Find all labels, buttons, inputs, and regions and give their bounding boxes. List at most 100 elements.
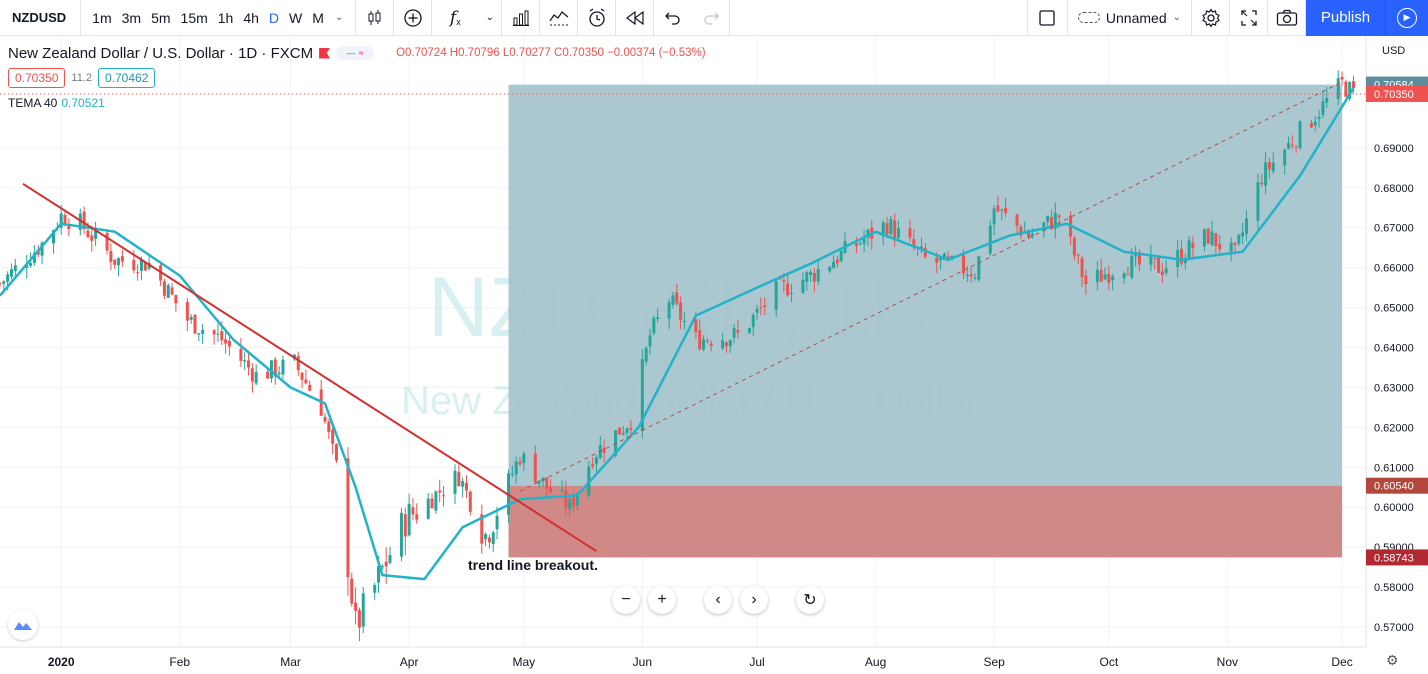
- time-tick-label: Feb: [169, 655, 190, 669]
- price-tick-label: 0.67000: [1374, 223, 1414, 235]
- candle-body: [858, 243, 862, 245]
- long-position[interactable]: [508, 84, 1343, 558]
- candles-icon[interactable]: [356, 0, 395, 36]
- candle-body: [522, 453, 526, 464]
- layout-name: Unnamed: [1105, 9, 1167, 26]
- time-axis[interactable]: 2020 Feb Mar Apr May Jun Jul Aug Sep Oct Nov Dec: [0, 646, 1366, 674]
- interval-1h[interactable]: 1h: [217, 9, 234, 26]
- chevron-down-icon[interactable]: ⌄: [334, 12, 344, 23]
- tradingview-logo-icon[interactable]: [8, 610, 38, 640]
- candle-body: [950, 256, 954, 258]
- gear-icon[interactable]: ⚙: [1386, 652, 1399, 668]
- redo-icon[interactable]: [692, 0, 731, 36]
- candle-body: [1241, 232, 1245, 237]
- replay-icon[interactable]: [616, 0, 655, 36]
- candle-body: [908, 228, 912, 238]
- chart-navigation: − + ‹ › ↻: [612, 586, 824, 614]
- candle-body: [415, 514, 419, 520]
- price-tick-label: 0.69000: [1374, 143, 1414, 155]
- financials-icon[interactable]: [502, 0, 541, 36]
- chevron-down-icon[interactable]: ⌄: [478, 0, 503, 36]
- candle-body: [32, 252, 36, 263]
- candle-body: [1153, 258, 1157, 260]
- candle-body: [805, 272, 809, 282]
- interval-5m[interactable]: 5m: [151, 9, 171, 26]
- stop-zone[interactable]: [508, 485, 1343, 558]
- candle-body: [82, 211, 86, 230]
- candle-body: [621, 432, 625, 435]
- candle-body: [1348, 82, 1352, 99]
- tema-line: [0, 87, 1355, 581]
- candle-body: [59, 213, 63, 228]
- camera-icon[interactable]: [1268, 0, 1306, 36]
- layout-menu[interactable]: Unnamed ⌄: [1068, 0, 1192, 36]
- symbol-title: New Zealand Dollar / U.S. Dollar · 1D · …: [8, 44, 314, 62]
- interval-15m[interactable]: 15m: [180, 9, 208, 26]
- legend-toggle-icon[interactable]: — ≈: [336, 46, 375, 60]
- candle-body: [484, 534, 488, 540]
- drawings: trend line breakout.: [0, 81, 1366, 573]
- candle-body: [510, 473, 514, 475]
- indicator-name: TEMA 40: [8, 96, 58, 110]
- price-axis[interactable]: 0.69000 0.68000 0.67000 0.66000 0.65000 0.640…: [1365, 36, 1428, 674]
- time-tick-label: Oct: [1099, 655, 1118, 669]
- candle-body: [839, 250, 843, 262]
- candle-body: [881, 222, 885, 237]
- scroll-left-button[interactable]: ‹: [704, 586, 732, 614]
- interval-w[interactable]: W: [289, 9, 303, 26]
- candle-body: [1122, 273, 1126, 279]
- candle-body: [1084, 275, 1088, 285]
- interval-4h[interactable]: 4h: [243, 9, 259, 26]
- candle-body: [629, 428, 633, 430]
- candle-body: [227, 340, 231, 347]
- interval-m[interactable]: M: [312, 9, 324, 26]
- buy-button[interactable]: 0.70462: [97, 68, 156, 88]
- alert-clock-icon[interactable]: [578, 0, 617, 36]
- symbol-search[interactable]: NZDUSD: [0, 0, 82, 36]
- compare-add-icon[interactable]: [394, 0, 433, 36]
- zoom-in-button[interactable]: +: [648, 586, 676, 614]
- candle-body: [6, 274, 10, 282]
- candle-body: [1027, 232, 1031, 238]
- zoom-out-button[interactable]: −: [612, 586, 640, 614]
- interval-1m[interactable]: 1m: [92, 9, 112, 26]
- price-tick-label: 0.62000: [1374, 422, 1414, 434]
- interval-3m[interactable]: 3m: [121, 9, 142, 26]
- candle-body: [774, 280, 778, 310]
- candle-body: [113, 259, 117, 265]
- currency-label[interactable]: USD: [1382, 45, 1406, 57]
- publish-menu-button[interactable]: ▶: [1386, 0, 1428, 36]
- candle-body: [575, 493, 579, 506]
- gear-icon[interactable]: [1192, 0, 1230, 36]
- price-label: 0.70350: [1374, 89, 1414, 101]
- sell-button[interactable]: 0.70350: [8, 68, 66, 88]
- price-chart[interactable]: NZDUSD, 1DNew Zealand Dollar / U.S. Doll…: [0, 36, 1428, 674]
- candle-body: [361, 593, 365, 627]
- candle-body: [296, 356, 300, 371]
- price-label: 0.58743: [1374, 552, 1414, 564]
- reset-chart-button[interactable]: ↻: [796, 586, 824, 614]
- candle-body: [120, 256, 124, 262]
- candle-body: [594, 457, 598, 464]
- chart-legend: New Zealand Dollar / U.S. Dollar · 1D · …: [8, 44, 706, 110]
- trend-line[interactable]: [22, 182, 598, 553]
- candle-body: [992, 208, 996, 225]
- flag-icon[interactable]: [319, 47, 331, 59]
- candle-body: [667, 302, 671, 319]
- tema-line-path: [0, 87, 1355, 581]
- candle-body: [1202, 229, 1206, 247]
- templates-icon[interactable]: [540, 0, 579, 36]
- projection-line[interactable]: [519, 81, 1343, 492]
- candle-body: [250, 368, 254, 382]
- fullscreen-icon[interactable]: [1230, 0, 1268, 36]
- candle-body: [388, 555, 392, 563]
- candle-body: [885, 223, 889, 235]
- scroll-right-button[interactable]: ›: [740, 586, 768, 614]
- select-layout-icon[interactable]: [1028, 0, 1068, 36]
- candle-body: [1057, 215, 1061, 218]
- undo-icon[interactable]: [654, 0, 692, 36]
- candle-body: [1126, 274, 1130, 276]
- interval-d[interactable]: D: [268, 9, 280, 26]
- publish-button[interactable]: Publish: [1306, 0, 1386, 36]
